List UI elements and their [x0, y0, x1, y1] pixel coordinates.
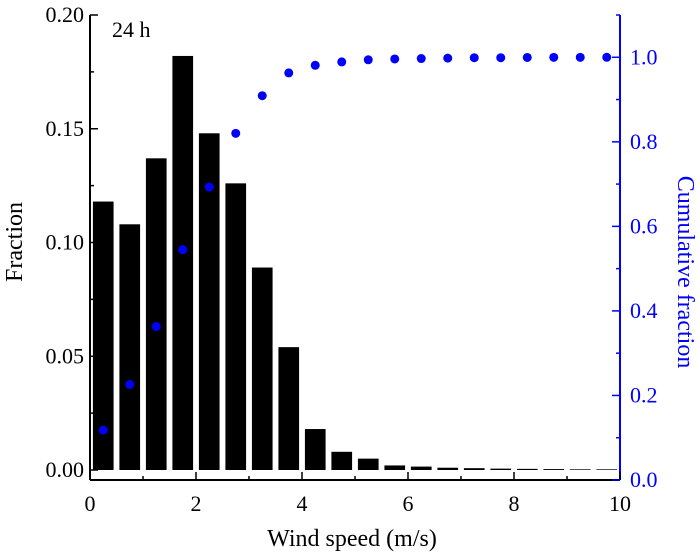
fraction-bar [225, 183, 247, 470]
cumulative-point [204, 182, 214, 192]
fraction-bar [596, 469, 618, 470]
x-tick-label: 8 [509, 491, 520, 516]
y2-tick-label: 0.2 [630, 382, 658, 407]
fraction-bar [569, 469, 591, 470]
tick-marks [89, 14, 621, 481]
x-axis-title: Wind speed (m/s) [267, 526, 437, 552]
y-tick-label: 0.00 [46, 457, 85, 482]
cumulative-point [443, 53, 453, 63]
fraction-bar [543, 469, 565, 470]
y2-tick-label: 0.4 [630, 298, 658, 323]
x-tick-label: 4 [297, 491, 308, 516]
y-tick-label: 0.15 [46, 116, 85, 141]
cumulative-point [310, 60, 320, 70]
fraction-bar [145, 158, 167, 470]
cumulative-point [575, 52, 585, 62]
cumulative-point [98, 425, 108, 435]
fraction-bar [331, 451, 353, 470]
y2-tick-label: 0.6 [630, 213, 658, 238]
fraction-bar [278, 347, 300, 470]
cumulative-point [496, 53, 506, 63]
y-tick-label: 0.10 [46, 230, 85, 255]
cumulative-point [257, 91, 267, 101]
cumulative-point [284, 68, 294, 78]
fraction-bar [357, 458, 379, 471]
fraction-bar [304, 429, 326, 470]
x-tick-label: 10 [609, 491, 631, 516]
fraction-bar [198, 133, 220, 471]
cumulative-point [231, 128, 241, 138]
annotation-label: 24 h [112, 17, 151, 42]
cumulative-points [98, 52, 612, 435]
cumulative-point [602, 52, 612, 62]
fraction-bars [92, 55, 618, 471]
fraction-bar [463, 468, 485, 470]
cumulative-point [390, 54, 400, 64]
fraction-bar [251, 267, 273, 470]
fraction-bar [172, 55, 194, 470]
cumulative-point [469, 53, 479, 63]
x-tick-label: 2 [191, 491, 202, 516]
cumulative-point [178, 245, 188, 255]
cumulative-point [125, 379, 135, 389]
cumulative-point [151, 322, 161, 332]
y-axis-title: Fraction [2, 202, 28, 282]
y-tick-label: 0.20 [46, 2, 85, 27]
cumulative-point [522, 52, 532, 62]
fraction-bar [119, 224, 141, 470]
cumulative-point [416, 54, 426, 64]
y2-axis-title: Cumulative fraction [672, 176, 698, 369]
fraction-bar [92, 201, 114, 471]
cumulative-point [337, 57, 347, 67]
y2-tick-label: 0.0 [630, 467, 658, 492]
fraction-bar [437, 467, 459, 470]
axes [89, 15, 621, 481]
x-tick-label: 0 [85, 491, 96, 516]
fraction-bar [490, 468, 512, 470]
tick-labels: 0 2 4 6 8 10 0.00 0.05 0.10 0.15 0.20 0.0 0.2 0.4 0.6 0… [46, 2, 658, 516]
cumulative-point [549, 52, 559, 62]
y2-tick-label: 0.8 [630, 129, 658, 154]
x-tick-label: 6 [403, 491, 414, 516]
fraction-bar [516, 468, 538, 470]
fraction-bar [410, 466, 432, 470]
y2-tick-label: 1.0 [630, 44, 658, 69]
fraction-bar [384, 465, 406, 470]
y-tick-label: 0.05 [46, 343, 85, 368]
cumulative-point [363, 55, 373, 65]
